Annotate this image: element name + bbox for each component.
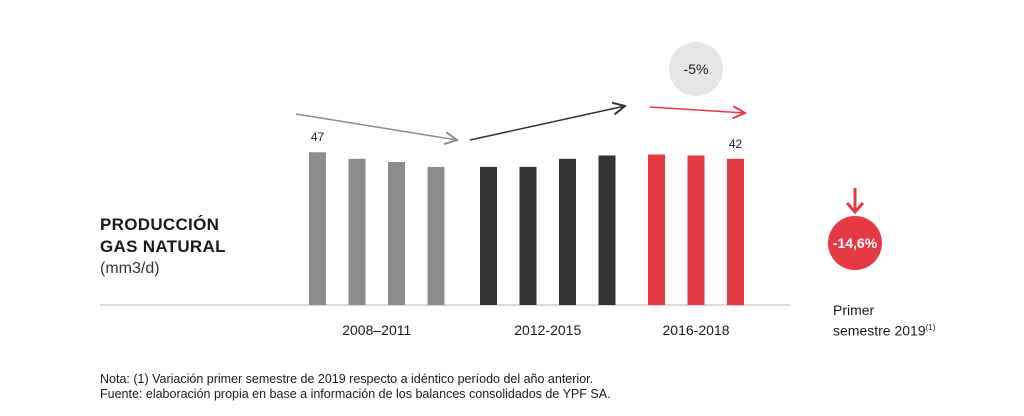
bar-0-3 xyxy=(427,166,445,305)
bar-1-0 xyxy=(480,166,497,305)
title-line-2: GAS NATURAL xyxy=(100,237,226,256)
period-label-0: 2008–2011 xyxy=(342,322,412,338)
title-line-1: PRODUCCIÓN xyxy=(100,215,220,234)
semester-label-line-1: Primer xyxy=(833,302,875,318)
bar-2-0 xyxy=(648,154,665,305)
bar-2-1 xyxy=(687,155,705,305)
bar-0-1 xyxy=(348,158,366,306)
bar-0-2 xyxy=(388,162,405,305)
trend-arrow-2016-2018 xyxy=(649,107,745,113)
bar-1-1 xyxy=(519,166,537,305)
semester-label-line-2: semestre 2019 xyxy=(833,322,926,339)
period-label-1: 2012-2015 xyxy=(514,322,582,338)
semester-footnote: (1) xyxy=(925,323,936,332)
bar-2-2 xyxy=(727,158,744,306)
bar-0-0 xyxy=(309,152,326,306)
badge-trend-2016-2018: -5% xyxy=(669,42,723,96)
notes: Nota: (1) Variación primer semestre de 2… xyxy=(100,372,611,402)
period-label-2: 2016-2018 xyxy=(662,322,730,338)
badge-first-half-2019: -14,6% xyxy=(828,216,882,270)
bar-1-2 xyxy=(559,158,576,306)
data-label-1: 42 xyxy=(728,136,743,151)
unit-label: (mm3/d) xyxy=(100,260,160,277)
bars-group xyxy=(309,152,744,306)
data-label-0: 47 xyxy=(310,130,325,145)
source-text: Fuente: elaboración propia en base a inf… xyxy=(100,387,611,401)
semester-label: Primer semestre 2019(1) xyxy=(833,302,935,340)
bar-1-3 xyxy=(598,155,616,305)
trend-arrow-2008-2011 xyxy=(295,113,457,140)
down-arrow-icon xyxy=(845,188,865,215)
trend-arrow-2012-2015 xyxy=(469,106,625,141)
note-text: Nota: (1) Variación primer semestre de 2… xyxy=(100,372,594,386)
chart-title: PRODUCCIÓN GAS NATURAL (mm3/d) xyxy=(100,214,226,280)
